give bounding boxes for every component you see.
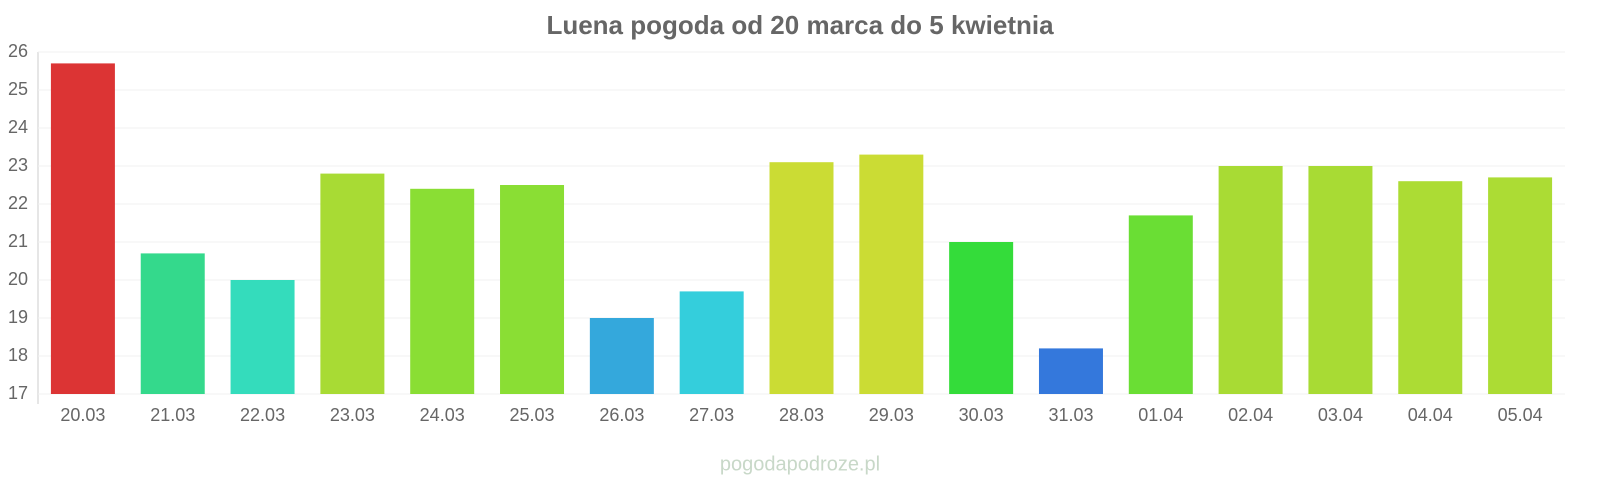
bar — [1398, 181, 1463, 394]
y-tick-label: 17 — [8, 383, 28, 403]
y-tick-label: 25 — [8, 79, 28, 99]
x-tick-label: 21.03 — [150, 405, 195, 425]
x-tick-label: 26.03 — [599, 405, 644, 425]
x-tick-label: 29.03 — [869, 405, 914, 425]
x-tick-label: 27.03 — [689, 405, 734, 425]
bar — [1488, 177, 1553, 394]
bar — [949, 242, 1014, 394]
y-tick-label: 18 — [8, 345, 28, 365]
bar — [230, 280, 295, 394]
bar — [769, 162, 834, 394]
watermark: pogodapodroze.pl — [720, 453, 880, 475]
bar — [1128, 215, 1193, 394]
bar — [1308, 166, 1373, 394]
bar — [320, 173, 385, 394]
chart-title: Luena pogoda od 20 marca do 5 kwietnia — [546, 10, 1054, 40]
x-tick-label: 04.04 — [1408, 405, 1453, 425]
bar — [410, 188, 475, 394]
bar — [50, 63, 115, 395]
x-tick-label: 02.04 — [1228, 405, 1273, 425]
bar — [500, 185, 565, 394]
y-tick-label: 26 — [8, 41, 28, 61]
bar — [679, 291, 744, 394]
x-tick-label: 31.03 — [1048, 405, 1093, 425]
x-tick-label: 30.03 — [959, 405, 1004, 425]
x-tick-label: 01.04 — [1138, 405, 1183, 425]
x-tick-label: 05.04 — [1498, 405, 1543, 425]
y-tick-label: 22 — [8, 193, 28, 213]
x-tick-label: 22.03 — [240, 405, 285, 425]
x-tick-label: 20.03 — [60, 405, 105, 425]
x-tick-label: 23.03 — [330, 405, 375, 425]
bar — [589, 318, 654, 394]
bar — [140, 253, 205, 394]
x-tick-label: 28.03 — [779, 405, 824, 425]
x-tick-label: 24.03 — [420, 405, 465, 425]
y-tick-label: 23 — [8, 155, 28, 175]
bar — [1038, 348, 1103, 394]
y-tick-label: 19 — [8, 307, 28, 327]
x-tick-label: 25.03 — [510, 405, 555, 425]
bar — [859, 154, 924, 394]
bar — [1218, 166, 1283, 394]
x-tick-label: 03.04 — [1318, 405, 1363, 425]
y-tick-label: 20 — [8, 269, 28, 289]
y-tick-label: 21 — [8, 231, 28, 251]
y-tick-label: 24 — [8, 117, 28, 137]
